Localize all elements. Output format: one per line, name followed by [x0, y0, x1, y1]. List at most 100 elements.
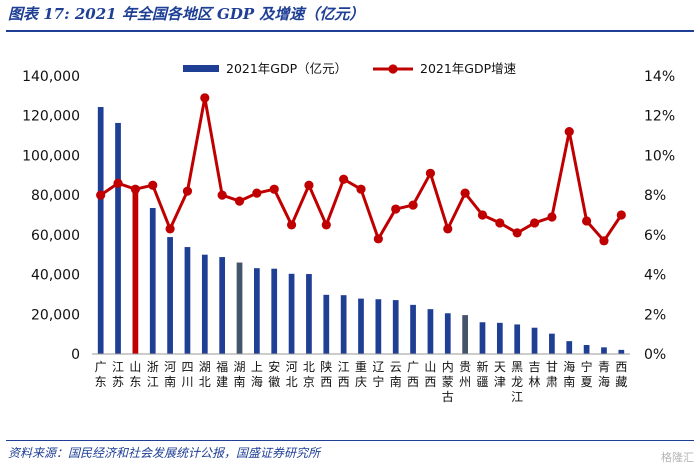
left-axis-tick-label: 80,000: [31, 188, 80, 204]
left-axis-tick-label: 140,000: [22, 69, 80, 85]
growth-point: [182, 186, 193, 196]
growth-point: [304, 180, 314, 190]
growth-point: [339, 174, 349, 184]
growth-point: [165, 224, 175, 234]
growth-point: [269, 184, 279, 194]
growth-point: [321, 220, 331, 230]
category-label: 广西: [407, 360, 419, 389]
growth-point: [495, 218, 505, 228]
legend-gdp-label: 2021年GDP（亿元）: [226, 61, 347, 76]
category-label: 辽宁: [372, 360, 384, 389]
gdp-bar: [601, 347, 607, 354]
growth-point: [286, 220, 297, 230]
gdp-bar: [184, 247, 191, 354]
gdp-bar: [618, 349, 625, 354]
growth-point: [96, 190, 106, 200]
gdp-bar: [271, 268, 278, 354]
growth-point: [460, 188, 470, 198]
gdp-bar: [462, 315, 468, 354]
gdp-bar: [340, 295, 347, 354]
right-axis-tick-label: 0%: [644, 347, 666, 363]
gdp-bar: [288, 273, 295, 354]
gdp-bar: [583, 345, 590, 354]
category-label: 青海: [598, 360, 610, 389]
growth-point: [408, 200, 418, 210]
growth-point: [217, 190, 227, 200]
category-label: 江苏: [112, 360, 124, 389]
legend-line-marker: [388, 64, 398, 74]
category-label: 吉林: [529, 360, 541, 389]
right-axis-tick-label: 12%: [644, 109, 675, 125]
gdp-bar: [306, 274, 312, 354]
left-axis-tick-label: 20,000: [31, 307, 80, 323]
legend: 2021年GDP（亿元） 2021年GDP增速: [183, 61, 517, 76]
growth-point: [443, 224, 453, 234]
legend-growth-label: 2021年GDP增速: [420, 61, 517, 76]
category-label: 广东: [95, 360, 107, 389]
legend-bar-swatch: [183, 65, 219, 72]
growth-point: [356, 184, 366, 194]
gdp-bar: [132, 188, 139, 354]
growth-line: [99, 96, 623, 243]
growth-point: [599, 236, 609, 246]
gdp-bar: [392, 300, 399, 354]
gdp-bar: [236, 262, 243, 354]
category-label: 宁夏: [581, 359, 593, 389]
category-label: 四川: [181, 360, 193, 389]
growth-point: [130, 184, 140, 194]
gdp-bar: [358, 298, 364, 354]
gdp-bar: [531, 327, 538, 354]
growth-point: [148, 180, 158, 190]
category-label: 河北: [286, 360, 298, 389]
gdp-bar: [323, 294, 330, 354]
gdp-bar: [167, 237, 173, 354]
right-axis-tick-label: 4%: [644, 268, 666, 284]
gdp-bar: [566, 341, 573, 354]
category-label: 云南: [390, 360, 402, 389]
category-label: 河南: [164, 360, 176, 389]
growth-point: [477, 210, 488, 220]
category-label: 西藏: [615, 360, 627, 389]
gdp-bar: [427, 309, 434, 354]
gdp-bar: [201, 254, 208, 354]
growth-point: [234, 196, 245, 206]
growth-point: [512, 228, 522, 238]
growth-point: [529, 218, 540, 228]
left-axis-tick-label: 0: [71, 347, 80, 363]
category-label: 北京: [303, 360, 315, 389]
category-label: 福建: [216, 359, 228, 389]
left-axis-tick-label: 60,000: [31, 228, 80, 244]
gdp-bar: [549, 333, 555, 354]
growth-point: [616, 210, 626, 220]
category-label: 江西: [338, 360, 350, 389]
gdp-bar: [479, 322, 486, 354]
category-label: 上海: [251, 360, 263, 389]
right-axis-tick-label: 8%: [644, 188, 666, 204]
gdp-bar: [149, 208, 156, 354]
footer-divider: [6, 440, 694, 441]
category-label: 新疆: [476, 359, 488, 389]
right-axis-tick-label: 6%: [644, 228, 666, 244]
gdp-bar: [410, 304, 416, 354]
gdp-bar: [375, 299, 382, 354]
watermark-logo: 格隆汇: [661, 451, 694, 464]
left-axis-tick-label: 100,000: [22, 148, 80, 164]
gdp-chart: 0 20,000 40,000 60,000 80,000 100,000 120,000 1…: [22, 61, 675, 404]
right-axis-tick-label: 14%: [644, 69, 675, 85]
right-axis-tick-label: 2%: [644, 307, 666, 323]
category-label: 山东: [129, 360, 141, 389]
category-label: 贵州: [459, 360, 471, 389]
gdp-bar: [444, 313, 451, 354]
category-label: 湖南: [234, 359, 246, 389]
left-axis-tick-label: 40,000: [31, 268, 80, 284]
growth-point: [200, 93, 210, 103]
category-label: 黑龙江: [511, 360, 523, 404]
growth-point: [564, 127, 574, 137]
category-label: 内蒙古: [442, 360, 454, 404]
growth-point: [582, 216, 592, 226]
category-label: 湖北: [199, 359, 211, 389]
growth-point: [373, 234, 383, 244]
category-label: 海南: [563, 359, 575, 389]
right-axis-tick-label: 10%: [644, 148, 675, 164]
category-label: 浙江: [147, 360, 159, 389]
